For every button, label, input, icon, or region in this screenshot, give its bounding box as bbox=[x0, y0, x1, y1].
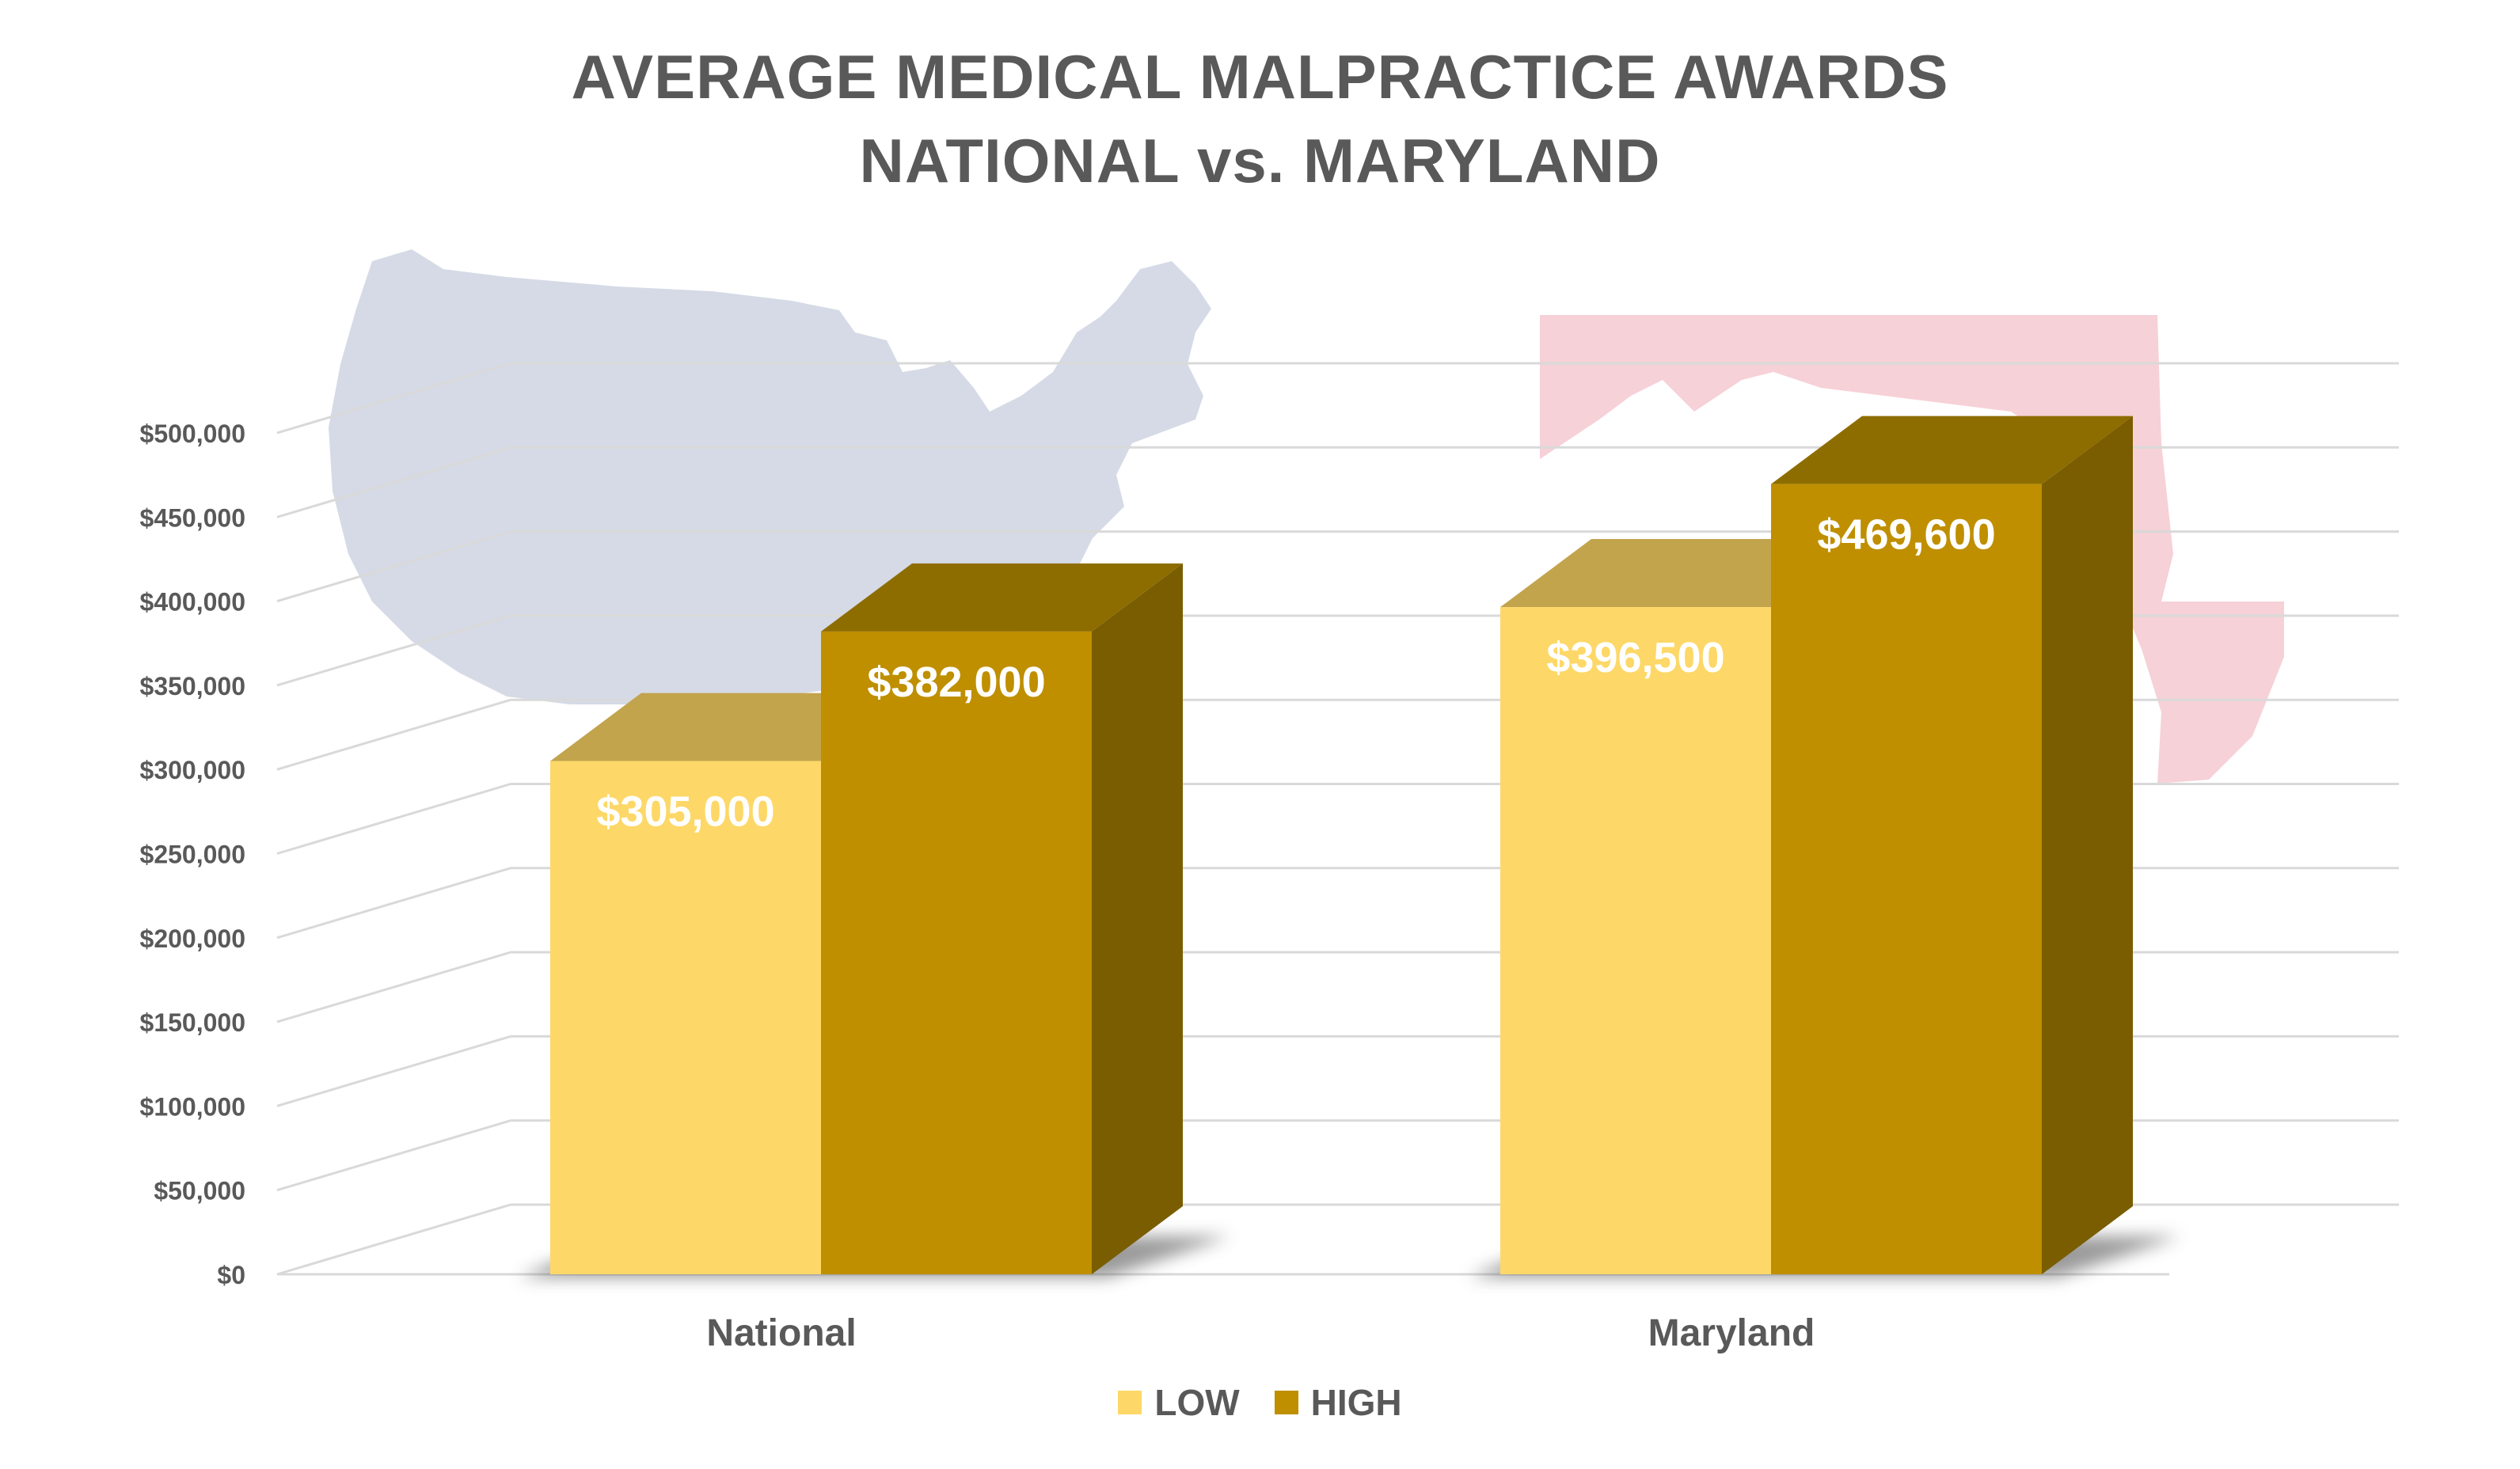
y-tick-label: $400,000 bbox=[140, 588, 245, 617]
legend-swatch-low bbox=[1118, 1391, 1142, 1414]
y-tick-label: $100,000 bbox=[140, 1092, 245, 1121]
grid-line bbox=[276, 783, 511, 855]
bar-low-national[interactable] bbox=[550, 761, 821, 1274]
grid-line bbox=[276, 951, 511, 1023]
y-tick-label: $300,000 bbox=[140, 756, 245, 784]
bar-low-maryland[interactable] bbox=[1500, 607, 1771, 1274]
legend-swatch-high bbox=[1274, 1391, 1298, 1414]
grid-line bbox=[276, 698, 511, 771]
y-tick-label: $150,000 bbox=[140, 1008, 245, 1037]
chart-title-line-1: AVERAGE MEDICAL MALPRACTICE AWARDS bbox=[571, 42, 1949, 112]
bar-top-high-national bbox=[821, 563, 1183, 632]
data-label-high-maryland: $469,600 bbox=[1817, 511, 1995, 559]
grid-line bbox=[276, 530, 511, 603]
grid-line bbox=[276, 867, 511, 939]
data-label-high-national: $382,000 bbox=[867, 659, 1045, 706]
data-label-low-national: $305,000 bbox=[596, 788, 774, 836]
bar-high-maryland[interactable] bbox=[1771, 484, 2042, 1274]
y-tick-label: $50,000 bbox=[154, 1177, 245, 1205]
bar-high-national[interactable] bbox=[821, 631, 1092, 1274]
y-tick-label: $0 bbox=[217, 1261, 245, 1289]
x-tick-label-national: National bbox=[706, 1312, 856, 1354]
x-tick-label-maryland: Maryland bbox=[1648, 1312, 1815, 1354]
legend-item-high[interactable]: HIGH bbox=[1274, 1381, 1402, 1424]
bar-side-high-national bbox=[1092, 563, 1183, 1274]
y-tick-label: $450,000 bbox=[140, 503, 245, 532]
y-tick-label: $350,000 bbox=[140, 672, 245, 700]
grid-line bbox=[276, 1119, 511, 1192]
bar-top-high-maryland bbox=[1771, 416, 2133, 484]
grid-line bbox=[276, 1203, 511, 1276]
legend-item-low[interactable]: LOW bbox=[1118, 1381, 1240, 1424]
chart-legend: LOW HIGH bbox=[0, 1381, 2520, 1424]
grid-line bbox=[276, 1034, 511, 1107]
grid-line bbox=[276, 362, 511, 435]
y-tick-label: $500,000 bbox=[140, 419, 245, 448]
chart-title-line-2: NATIONAL vs. MARYLAND bbox=[859, 126, 1661, 195]
data-label-low-maryland: $396,500 bbox=[1546, 634, 1724, 681]
legend-label-low: LOW bbox=[1154, 1382, 1240, 1423]
grid-line bbox=[276, 614, 511, 687]
y-tick-label: $200,000 bbox=[140, 924, 245, 953]
bar-side-high-maryland bbox=[2042, 416, 2133, 1274]
legend-label-high: HIGH bbox=[1310, 1382, 1402, 1423]
y-tick-label: $250,000 bbox=[140, 841, 245, 869]
grid-line bbox=[276, 446, 511, 518]
